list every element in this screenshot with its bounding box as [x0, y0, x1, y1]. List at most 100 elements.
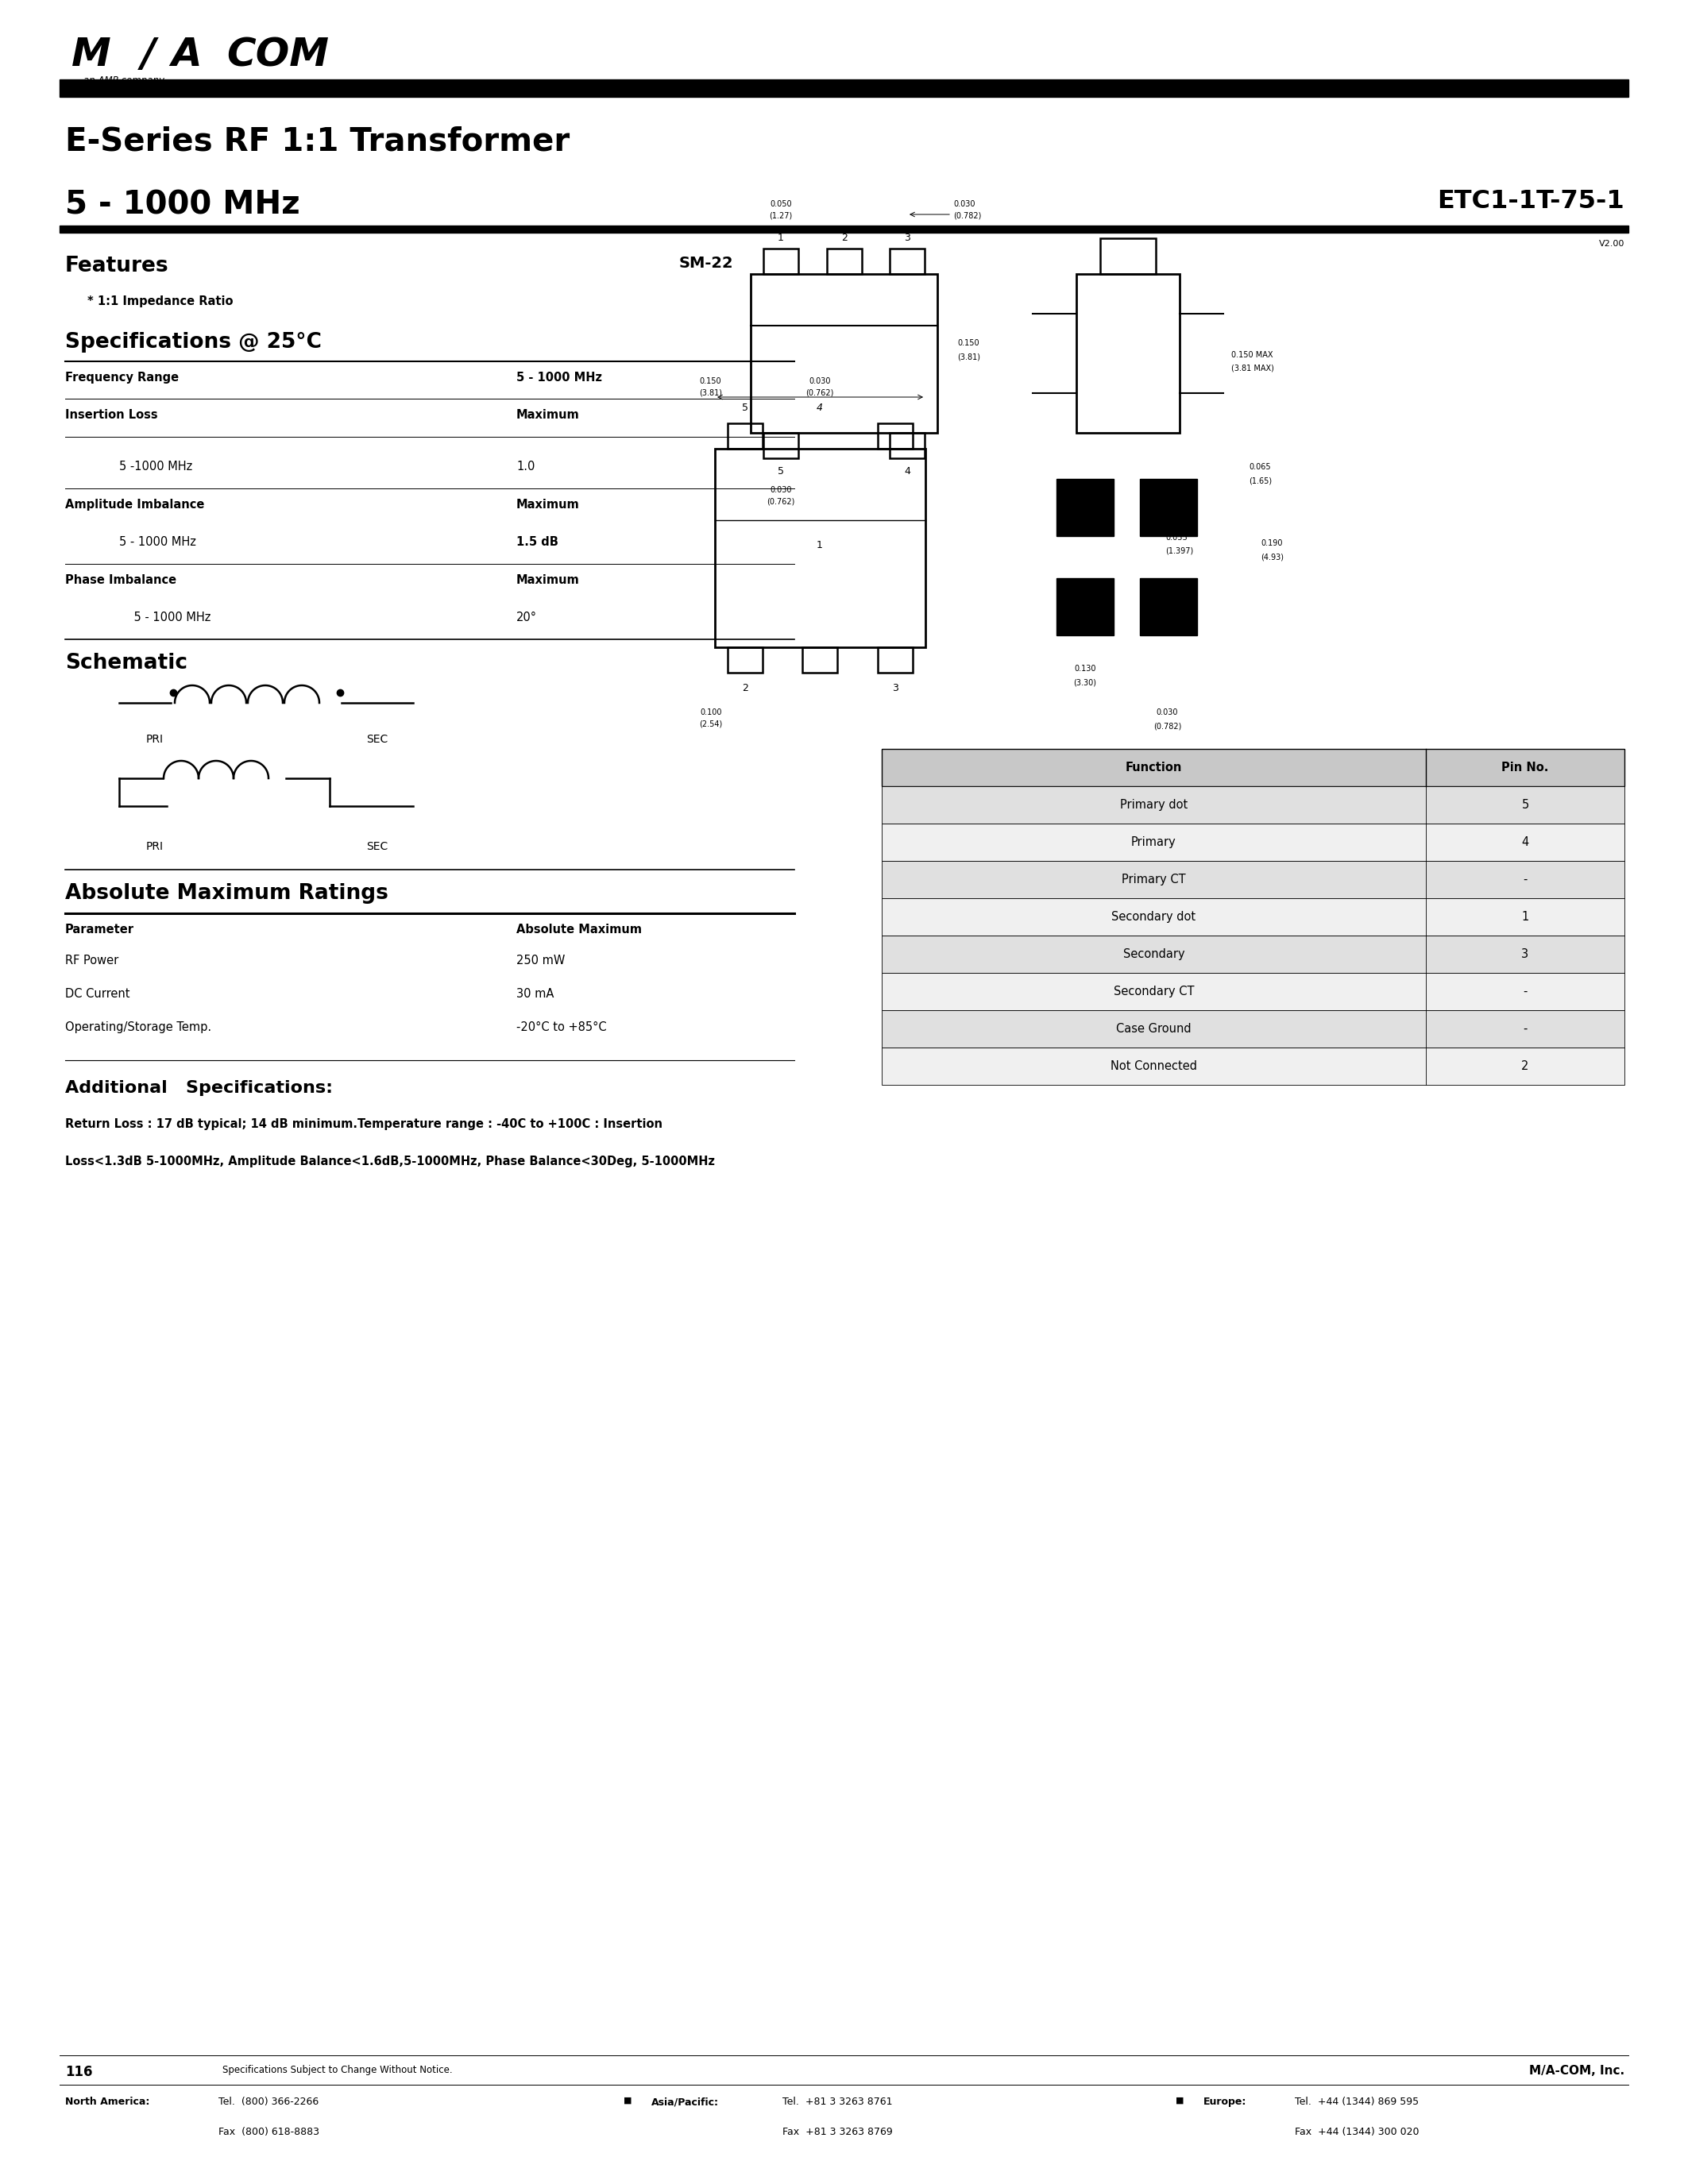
Text: 0.100: 0.100: [701, 708, 722, 716]
Text: Primary dot: Primary dot: [1119, 799, 1188, 810]
Text: Additional   Specifications:: Additional Specifications:: [66, 1081, 333, 1096]
Bar: [716, 448, 925, 646]
Text: 5: 5: [778, 465, 783, 476]
Text: Parameter: Parameter: [66, 924, 135, 935]
Bar: [763, 432, 798, 459]
Text: * 1:1 Impedance Ratio: * 1:1 Impedance Ratio: [88, 295, 233, 308]
Text: (0.762): (0.762): [805, 389, 834, 397]
Text: 3: 3: [1521, 948, 1529, 961]
Text: Tel.  (800) 366-2266: Tel. (800) 366-2266: [218, 2097, 319, 2108]
Text: ■: ■: [1175, 2097, 1183, 2105]
Bar: [881, 972, 1624, 1011]
Text: Secondary dot: Secondary dot: [1112, 911, 1195, 924]
Bar: [881, 749, 1624, 786]
Text: 0.030: 0.030: [770, 487, 792, 494]
Text: Frequency Range: Frequency Range: [66, 371, 179, 384]
Text: Specifications @ 25°C: Specifications @ 25°C: [66, 332, 322, 352]
Text: 30 mA: 30 mA: [517, 987, 554, 1000]
Text: Features: Features: [66, 256, 169, 277]
Text: 5 - 1000 MHz: 5 - 1000 MHz: [120, 535, 196, 548]
Text: Not Connected: Not Connected: [1111, 1059, 1197, 1072]
Text: Function: Function: [1126, 762, 1182, 773]
Text: Specifications Subject to Change Without Notice.: Specifications Subject to Change Without…: [223, 2064, 452, 2075]
Text: Loss<1.3dB 5-1000MHz, Amplitude Balance<1.6dB,5-1000MHz, Phase Balance<30Deg, 5-: Loss<1.3dB 5-1000MHz, Amplitude Balance<…: [66, 1155, 716, 1168]
Bar: [763, 249, 798, 273]
Bar: [881, 935, 1624, 972]
Text: 0.055: 0.055: [1165, 533, 1187, 542]
Text: (3.81): (3.81): [699, 389, 722, 397]
Text: Maximum: Maximum: [517, 574, 579, 585]
Text: 0.150: 0.150: [957, 339, 979, 347]
Text: Absolute Maximum Ratings: Absolute Maximum Ratings: [66, 882, 388, 904]
Text: Schematic: Schematic: [66, 653, 187, 673]
Text: 5: 5: [1521, 799, 1529, 810]
Text: 0.130: 0.130: [1074, 664, 1096, 673]
Text: 5 - 1000 MHz: 5 - 1000 MHz: [120, 612, 211, 622]
Text: 4: 4: [817, 402, 824, 413]
Text: Maximum: Maximum: [517, 498, 579, 511]
Text: 5 - 1000 MHz: 5 - 1000 MHz: [517, 371, 603, 384]
Bar: [890, 249, 925, 273]
Text: 0.030: 0.030: [954, 201, 976, 207]
Bar: [878, 646, 913, 673]
Text: (4.93): (4.93): [1261, 553, 1283, 561]
Text: SEC: SEC: [366, 734, 388, 745]
Text: Phase Imbalance: Phase Imbalance: [66, 574, 177, 585]
Text: Fax  +81 3 3263 8769: Fax +81 3 3263 8769: [783, 2127, 893, 2138]
Text: 1: 1: [817, 539, 824, 550]
Text: Tel.  +81 3 3263 8761: Tel. +81 3 3263 8761: [783, 2097, 893, 2108]
Text: 2: 2: [1521, 1059, 1529, 1072]
Text: M/A-COM, Inc.: M/A-COM, Inc.: [1529, 2064, 1624, 2077]
Text: E-Series RF 1:1 Transformer: E-Series RF 1:1 Transformer: [66, 124, 571, 157]
Text: Primary: Primary: [1131, 836, 1177, 847]
Text: 250 mW: 250 mW: [517, 954, 565, 968]
Text: Operating/Storage Temp.: Operating/Storage Temp.: [66, 1022, 211, 1033]
Text: 0.190: 0.190: [1261, 539, 1283, 548]
Text: 2: 2: [743, 684, 748, 692]
Text: 0.150: 0.150: [699, 378, 721, 384]
Bar: [881, 860, 1624, 898]
Text: (3.81 MAX): (3.81 MAX): [1231, 365, 1274, 373]
Text: 5 -1000 MHz: 5 -1000 MHz: [120, 461, 192, 472]
Bar: [1139, 579, 1197, 636]
Text: Fax  +44 (1344) 300 020: Fax +44 (1344) 300 020: [1295, 2127, 1420, 2138]
Text: Primary CT: Primary CT: [1123, 874, 1185, 885]
Text: V2.00: V2.00: [1599, 240, 1624, 247]
Text: 1.5 dB: 1.5 dB: [517, 535, 559, 548]
Text: Absolute Maximum: Absolute Maximum: [517, 924, 641, 935]
Text: RF Power: RF Power: [66, 954, 118, 968]
Bar: [1077, 273, 1180, 432]
Text: 1.0: 1.0: [517, 461, 535, 472]
Text: DC Current: DC Current: [66, 987, 130, 1000]
Text: Tel.  +44 (1344) 869 595: Tel. +44 (1344) 869 595: [1295, 2097, 1420, 2108]
Bar: [802, 646, 837, 673]
Text: (2.54): (2.54): [699, 721, 722, 727]
Text: 20°: 20°: [517, 612, 537, 622]
Bar: [59, 225, 1629, 234]
Bar: [890, 432, 925, 459]
Text: Europe:: Europe:: [1204, 2097, 1247, 2108]
Text: 0.050: 0.050: [770, 201, 792, 207]
Text: (1.27): (1.27): [770, 212, 792, 221]
Bar: [728, 646, 763, 673]
Text: Return Loss : 17 dB typical; 14 dB minimum.Temperature range : -40C to +100C : I: Return Loss : 17 dB typical; 14 dB minim…: [66, 1118, 662, 1129]
Bar: [1139, 478, 1197, 535]
Text: North America:: North America:: [66, 2097, 150, 2108]
Text: PRI: PRI: [147, 841, 164, 852]
Text: -: -: [1523, 985, 1528, 998]
Bar: [878, 424, 913, 448]
Text: SM-22: SM-22: [679, 256, 734, 271]
Text: (0.782): (0.782): [954, 212, 981, 221]
Text: 1: 1: [1521, 911, 1529, 924]
Text: 3: 3: [891, 684, 898, 692]
Text: Fax  (800) 618-8883: Fax (800) 618-8883: [218, 2127, 319, 2138]
Text: -: -: [1523, 1022, 1528, 1035]
Bar: [1101, 238, 1156, 273]
Text: Secondary CT: Secondary CT: [1114, 985, 1193, 998]
Text: ETC1-1T-75-1: ETC1-1T-75-1: [1436, 190, 1624, 214]
Text: M: M: [71, 35, 111, 74]
Text: (0.762): (0.762): [766, 498, 795, 507]
Text: Case Ground: Case Ground: [1116, 1022, 1192, 1035]
Text: (1.397): (1.397): [1165, 548, 1193, 555]
Text: 5: 5: [743, 402, 748, 413]
